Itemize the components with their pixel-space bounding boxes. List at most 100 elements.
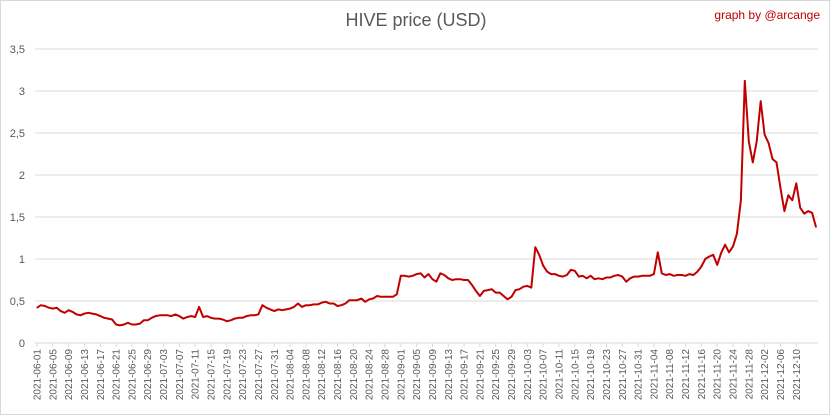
data-point [451, 279, 453, 281]
data-point [87, 312, 89, 314]
data-point [483, 290, 485, 292]
data-point [657, 251, 659, 253]
y-tick-label: 0,5 [10, 296, 25, 308]
data-point [479, 295, 481, 297]
data-point [696, 271, 699, 273]
data-point [230, 319, 232, 321]
data-point [115, 323, 117, 326]
data-point [546, 271, 548, 273]
data-point [285, 308, 287, 310]
data-point [174, 313, 176, 315]
x-tick-label: 2021-11-08 [665, 349, 676, 400]
data-point [214, 318, 216, 320]
chart-credit: graph by @arcange [714, 8, 820, 22]
data-point [554, 273, 556, 275]
data-point [629, 277, 631, 279]
y-tick-label: 3,5 [10, 44, 25, 56]
x-tick-label: 2021-10-23 [602, 349, 613, 401]
data-point [257, 313, 259, 315]
data-point [293, 306, 295, 308]
x-tick-label: 2021-11-16 [697, 349, 708, 400]
x-tick-label: 2021-10-15 [570, 349, 581, 401]
x-tick-label: 2021-06-13 [80, 349, 91, 401]
data-point [661, 272, 663, 274]
data-point [815, 226, 817, 228]
data-point [467, 279, 469, 281]
data-point [688, 273, 691, 275]
data-point [503, 295, 505, 297]
x-tick-label: 2021-11-12 [681, 349, 692, 400]
x-tick-label: 2021-06-21 [112, 349, 123, 401]
data-point [190, 315, 192, 317]
data-point [771, 158, 774, 160]
data-point [253, 314, 256, 316]
data-point [768, 142, 770, 144]
data-point [779, 187, 782, 189]
data-point [265, 307, 267, 309]
data-point [249, 314, 252, 316]
data-point [91, 313, 93, 315]
data-point [281, 309, 283, 311]
y-tick-label: 1,5 [10, 212, 25, 224]
data-point [166, 314, 169, 316]
data-point [716, 264, 718, 266]
data-point [633, 276, 635, 278]
y-tick-label: 3 [19, 86, 25, 98]
data-point [329, 302, 331, 305]
data-point [131, 323, 133, 326]
data-point [119, 324, 121, 326]
data-point [392, 296, 394, 298]
data-point [301, 306, 303, 308]
data-point [495, 292, 497, 294]
x-tick-label: 2021-11-20 [713, 349, 724, 400]
data-point [728, 251, 730, 253]
data-point [159, 314, 161, 316]
data-point [605, 276, 608, 279]
data-point [400, 275, 402, 277]
data-point [669, 273, 671, 275]
x-tick-label: 2021-06-05 [48, 349, 59, 401]
x-tick-label: 2021-08-28 [380, 349, 391, 401]
data-point [586, 277, 588, 279]
data-point [68, 309, 70, 311]
data-point [665, 274, 667, 276]
x-tick-label: 2021-06-01 [32, 349, 43, 401]
data-point [222, 318, 224, 321]
x-tick-label: 2021-09-01 [396, 349, 407, 401]
series-group [36, 79, 817, 327]
x-tick-label: 2021-09-09 [428, 349, 439, 401]
data-point [653, 273, 655, 275]
data-point [534, 246, 536, 248]
data-point [44, 305, 46, 307]
data-point [364, 301, 366, 303]
data-point [582, 275, 584, 277]
data-point [317, 303, 319, 305]
data-point [499, 292, 501, 294]
x-tick-label: 2021-06-29 [143, 349, 154, 401]
data-point [404, 275, 406, 277]
x-tick-label: 2021-10-11 [554, 349, 565, 400]
data-point [52, 308, 54, 310]
data-point [756, 140, 758, 142]
data-point [408, 276, 410, 278]
x-tick-label: 2021-12-10 [792, 349, 803, 401]
x-tick-label: 2021-09-29 [507, 349, 518, 401]
data-point [147, 319, 149, 321]
x-tick-label: 2021-07-19 [222, 349, 233, 401]
data-point [388, 296, 390, 298]
data-point [234, 318, 236, 320]
data-point [297, 302, 299, 305]
data-point [127, 322, 129, 324]
data-point [744, 80, 746, 82]
data-point [40, 304, 42, 306]
data-point [83, 313, 85, 315]
data-point [692, 274, 695, 276]
data-point [206, 315, 208, 317]
data-point [791, 199, 793, 201]
data-point [151, 317, 153, 319]
x-tick-label: 2021-08-24 [365, 349, 376, 401]
data-point [261, 304, 263, 306]
data-point [538, 254, 540, 256]
x-tick-label: 2021-12-02 [760, 349, 771, 401]
